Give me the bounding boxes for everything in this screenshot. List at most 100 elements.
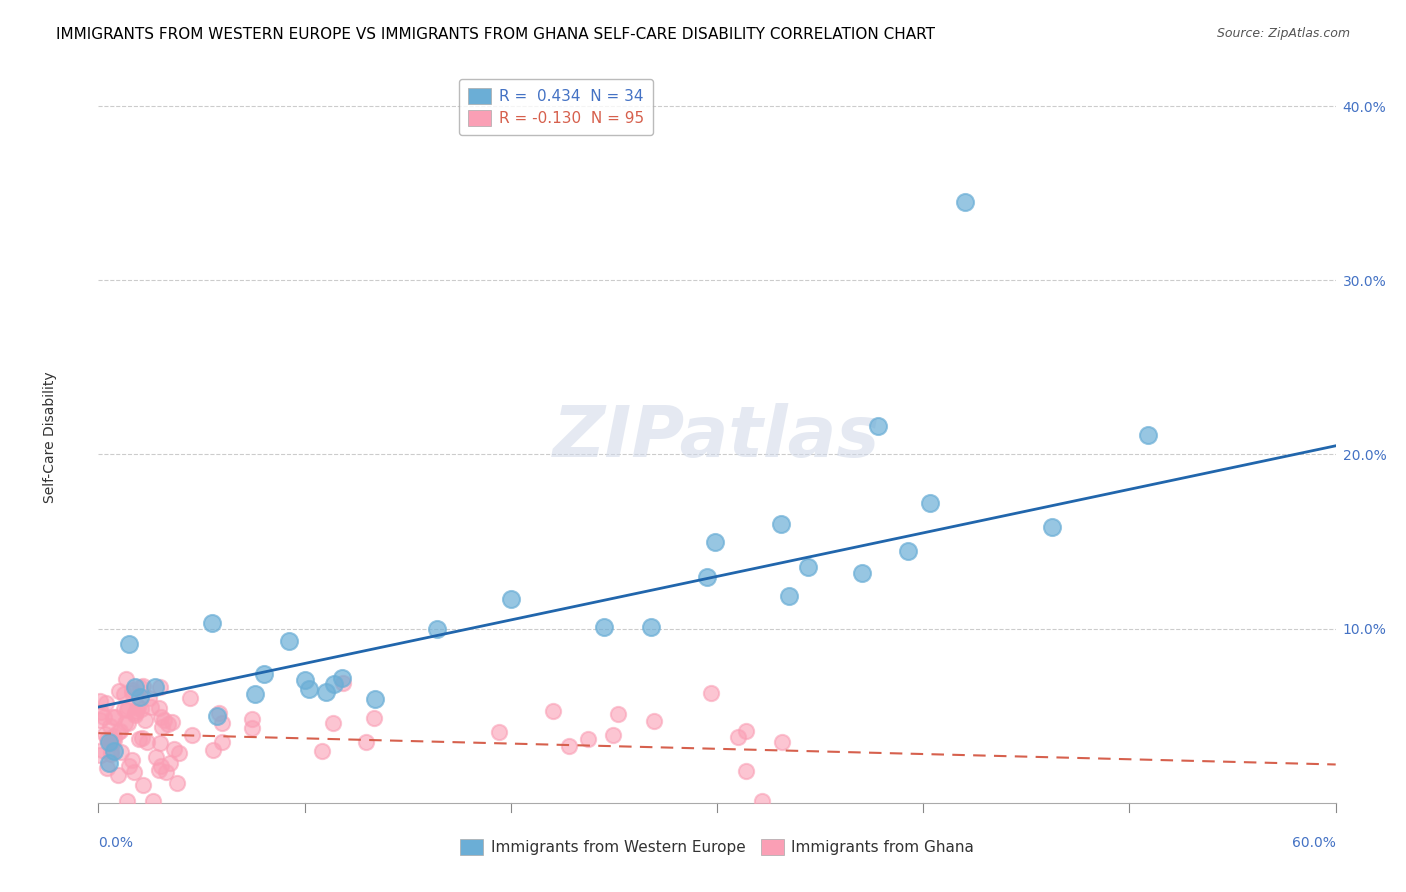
Point: [89, 713, 111, 727]
Point: [323, 676, 346, 690]
Point: [211, 735, 233, 749]
Point: [115, 703, 138, 717]
Point: [797, 560, 820, 574]
Point: [136, 735, 159, 749]
Point: [253, 666, 276, 681]
Point: [640, 620, 662, 634]
Point: [148, 701, 170, 715]
Point: [703, 534, 725, 549]
Point: [322, 715, 344, 730]
Point: [602, 728, 624, 742]
Point: [153, 713, 176, 727]
Point: [242, 712, 264, 726]
Point: [142, 794, 165, 808]
Point: [124, 706, 146, 720]
Point: [298, 681, 321, 696]
Point: [558, 739, 581, 753]
Point: [425, 622, 447, 636]
Legend: Immigrants from Western Europe, Immigrants from Ghana: Immigrants from Western Europe, Immigran…: [454, 833, 980, 861]
Point: [132, 679, 155, 693]
Point: [93, 710, 115, 724]
Point: [131, 731, 153, 745]
Point: [499, 592, 522, 607]
Point: [101, 710, 124, 724]
Point: [148, 763, 170, 777]
Point: [94, 696, 117, 710]
Point: [163, 742, 186, 756]
Point: [112, 702, 135, 716]
Point: [488, 725, 510, 739]
Point: [115, 672, 138, 686]
Point: [727, 730, 749, 744]
Point: [138, 690, 160, 705]
Point: [121, 753, 143, 767]
Point: [128, 680, 150, 694]
Point: [145, 749, 167, 764]
Point: [100, 736, 122, 750]
Point: [121, 683, 143, 698]
Point: [97, 735, 120, 749]
Text: IMMIGRANTS FROM WESTERN EUROPE VS IMMIGRANTS FROM GHANA SELF-CARE DISABILITY COR: IMMIGRANTS FROM WESTERN EUROPE VS IMMIGR…: [56, 27, 935, 42]
Point: [104, 710, 127, 724]
Point: [149, 680, 172, 694]
Point: [124, 680, 146, 694]
Point: [778, 589, 800, 603]
Point: [1040, 519, 1063, 533]
Point: [91, 743, 114, 757]
Point: [107, 767, 129, 781]
Point: [294, 673, 316, 687]
Text: ZIPatlas: ZIPatlas: [554, 402, 880, 472]
Point: [953, 194, 976, 209]
Point: [108, 684, 131, 698]
Point: [117, 759, 139, 773]
Point: [772, 735, 794, 749]
Point: [115, 794, 138, 808]
Point: [769, 516, 792, 531]
Point: [89, 694, 111, 708]
Point: [897, 543, 920, 558]
Point: [103, 729, 125, 743]
Point: [107, 725, 129, 739]
Point: [243, 687, 266, 701]
Point: [150, 720, 173, 734]
Point: [149, 710, 172, 724]
Point: [121, 686, 143, 700]
Point: [166, 775, 188, 789]
Point: [201, 616, 224, 631]
Point: [90, 705, 112, 719]
Point: [127, 700, 149, 714]
Point: [354, 735, 377, 749]
Point: [211, 716, 233, 731]
Point: [162, 714, 184, 729]
Point: [607, 706, 630, 721]
Point: [315, 685, 337, 699]
Point: [181, 728, 204, 742]
Point: [100, 735, 122, 749]
Point: [201, 742, 224, 756]
Point: [103, 732, 125, 747]
Point: [593, 620, 616, 634]
Point: [920, 496, 942, 510]
Point: [643, 714, 665, 728]
Y-axis label: Self-Care Disability: Self-Care Disability: [42, 371, 56, 503]
Point: [100, 747, 122, 761]
Point: [139, 700, 162, 714]
Point: [96, 732, 118, 747]
Text: 0.0%: 0.0%: [98, 836, 134, 850]
Point: [208, 706, 231, 720]
Point: [125, 705, 148, 719]
Point: [363, 710, 385, 724]
Point: [699, 686, 721, 700]
Point: [179, 690, 201, 705]
Point: [1136, 428, 1159, 442]
Point: [240, 721, 263, 735]
Point: [97, 756, 120, 770]
Point: [108, 723, 131, 738]
Point: [159, 756, 181, 771]
Point: [330, 671, 353, 685]
Text: 60.0%: 60.0%: [1292, 836, 1336, 850]
Point: [332, 675, 354, 690]
Point: [150, 759, 173, 773]
Point: [363, 692, 385, 706]
Point: [149, 736, 172, 750]
